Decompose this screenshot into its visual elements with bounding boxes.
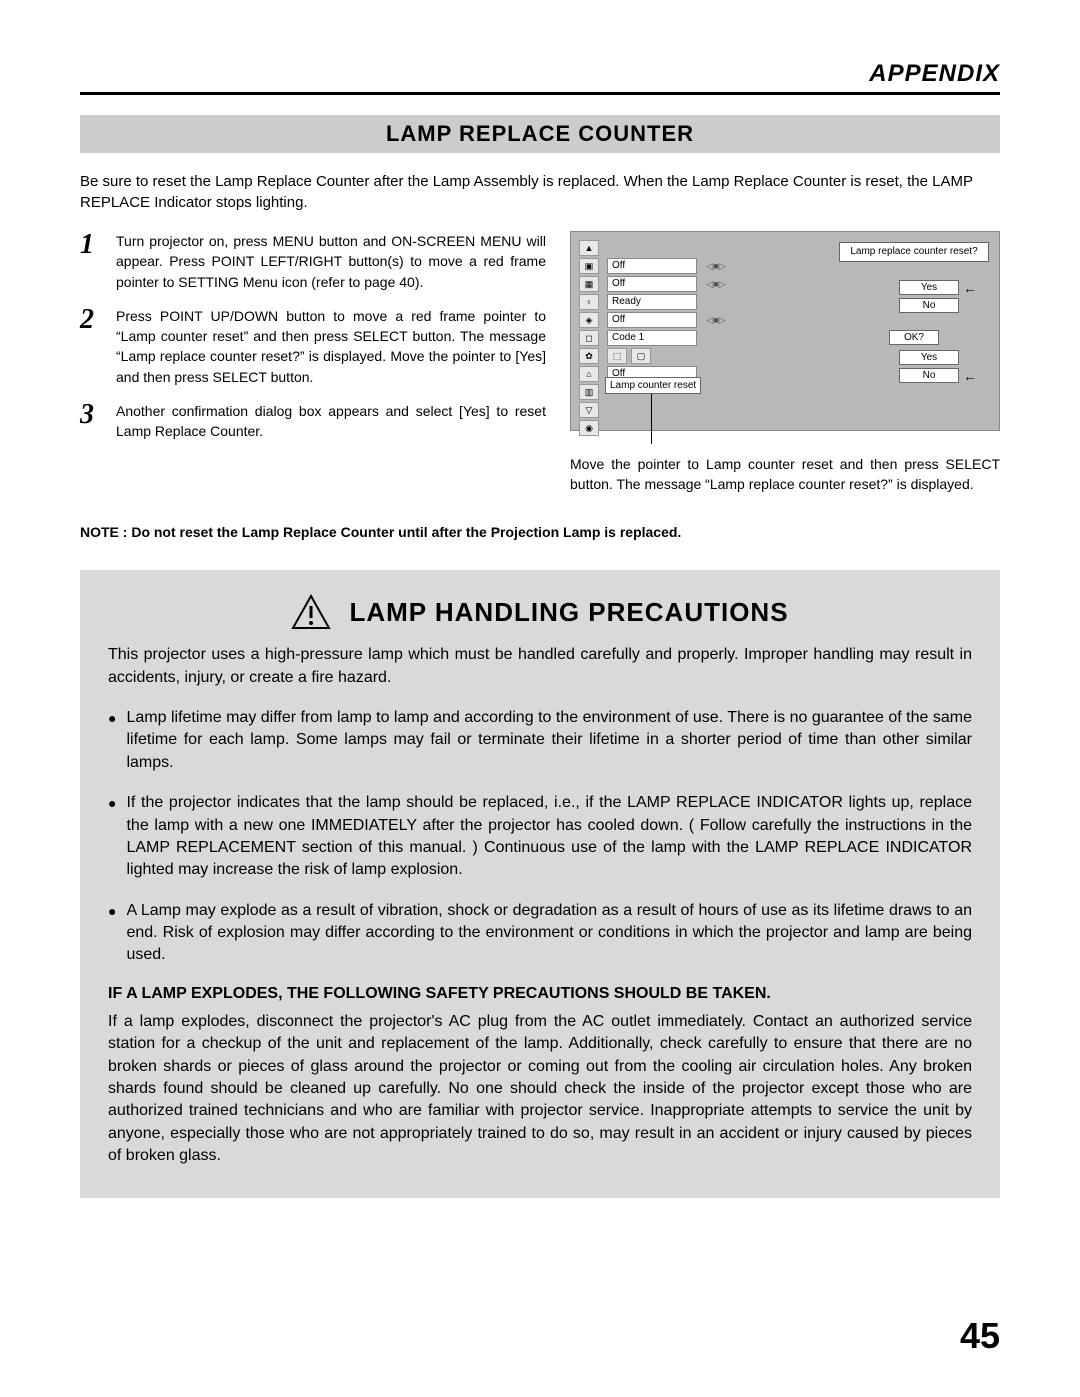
bullet-dot-icon: ●: [108, 792, 116, 882]
dialog-title: Lamp replace counter reset?: [839, 242, 989, 262]
precautions-intro: This projector uses a high-pressure lamp…: [108, 644, 972, 689]
step-1: 1 Turn projector on, press MENU button a…: [80, 231, 546, 292]
menu-icon: ▲: [579, 240, 599, 256]
step-text: Turn projector on, press MENU button and…: [116, 231, 546, 292]
menu-label: Off: [607, 312, 697, 328]
precautions-header: LAMP HANDLING PRECAUTIONS: [108, 594, 972, 630]
explosion-paragraph: If a lamp explodes, disconnect the proje…: [108, 1011, 972, 1168]
spacer: [703, 240, 729, 256]
menu-slider-column: ◁■▷ ◁■▷ ◁■▷: [703, 240, 729, 422]
precautions-box: LAMP HANDLING PRECAUTIONS This projector…: [80, 570, 1000, 1197]
step-number: 1: [80, 231, 102, 292]
menu-label: Off: [607, 258, 697, 274]
spacer: [703, 294, 729, 310]
step-2: 2 Press POINT UP/DOWN button to move a r…: [80, 306, 546, 387]
menu-label: Ready: [607, 294, 697, 310]
step-text: Press POINT UP/DOWN button to move a red…: [116, 306, 546, 387]
menu-icon: ♀: [579, 294, 599, 310]
menu-screenshot: ▲ ▣ ▦ ♀ ◈ ◻ ✿ ⌂ ▥ ▽ ◉ Off Off Ready Off …: [570, 231, 1000, 431]
menu-label: Code 1: [607, 330, 697, 346]
header-section: APPENDIX: [80, 60, 1000, 95]
lamp-counter-reset-label: Lamp counter reset: [605, 377, 701, 394]
precautions-title: LAMP HANDLING PRECAUTIONS: [349, 597, 788, 628]
step-3: 3 Another confirmation dialog box appear…: [80, 401, 546, 442]
menu-icon-column: ▲ ▣ ▦ ♀ ◈ ◻ ✿ ⌂ ▥ ▽ ◉: [579, 240, 601, 422]
slider-icon: ◁■▷: [703, 276, 729, 292]
pointer-line: [651, 394, 652, 444]
dialog-yes: Yes: [899, 350, 959, 365]
warning-icon: [291, 594, 331, 630]
step-text: Another confirmation dialog box appears …: [116, 401, 546, 442]
bullet-text: Lamp lifetime may differ from lamp to la…: [126, 707, 972, 774]
menu-icon: ✿: [579, 348, 599, 364]
icon-row: ⬚ ▢: [607, 348, 697, 364]
bullet-text: If the projector indicates that the lamp…: [126, 792, 972, 882]
bullet-dot-icon: ●: [108, 900, 116, 967]
menu-icon: ▽: [579, 402, 599, 418]
menu-label: Off: [607, 276, 697, 292]
pointer-arrow-icon: ←: [963, 280, 977, 296]
step-number: 3: [80, 401, 102, 442]
menu-icon: ▥: [579, 384, 599, 400]
bullet-text: A Lamp may explode as a result of vibrat…: [126, 900, 972, 967]
dialog-no: No: [899, 298, 959, 313]
dialog-ok: OK?: [889, 330, 939, 345]
menu-icon: ⬚: [607, 348, 627, 364]
menu-icon: ◉: [579, 420, 599, 436]
menu-icon: ▢: [631, 348, 651, 364]
bullet-item: ● A Lamp may explode as a result of vibr…: [108, 900, 972, 967]
bullet-item: ● If the projector indicates that the la…: [108, 792, 972, 882]
menu-icon: ⌂: [579, 366, 599, 382]
dialog-no: No: [899, 368, 959, 383]
step-number: 2: [80, 306, 102, 387]
spacer: [607, 240, 697, 256]
slider-icon: ◁■▷: [703, 258, 729, 274]
dialog-yes: Yes: [899, 280, 959, 295]
slider-icon: ◁■▷: [703, 312, 729, 328]
bullet-item: ● Lamp lifetime may differ from lamp to …: [108, 707, 972, 774]
page-number: 45: [960, 1315, 1000, 1357]
menu-icon: ▣: [579, 258, 599, 274]
menu-icon: ◈: [579, 312, 599, 328]
note-text: NOTE : Do not reset the Lamp Replace Cou…: [80, 524, 1000, 540]
menu-icon: ◻: [579, 330, 599, 346]
steps-column: 1 Turn projector on, press MENU button a…: [80, 231, 546, 494]
screenshot-caption: Move the pointer to Lamp counter reset a…: [570, 455, 1000, 494]
screenshot-column: ▲ ▣ ▦ ♀ ◈ ◻ ✿ ⌂ ▥ ▽ ◉ Off Off Ready Off …: [570, 231, 1000, 494]
explosion-heading: IF A LAMP EXPLODES, THE FOLLOWING SAFETY…: [108, 985, 972, 1003]
bullet-dot-icon: ●: [108, 707, 116, 774]
header-title: APPENDIX: [80, 60, 1000, 88]
menu-label-column: Off Off Ready Off Code 1 ⬚ ▢ Off: [607, 240, 697, 422]
two-column-layout: 1 Turn projector on, press MENU button a…: [80, 231, 1000, 494]
section-title-lamp-replace: LAMP REPLACE COUNTER: [80, 115, 1000, 153]
pointer-arrow-icon: ←: [963, 368, 977, 384]
intro-text: Be sure to reset the Lamp Replace Counte…: [80, 171, 1000, 213]
menu-icon: ▦: [579, 276, 599, 292]
